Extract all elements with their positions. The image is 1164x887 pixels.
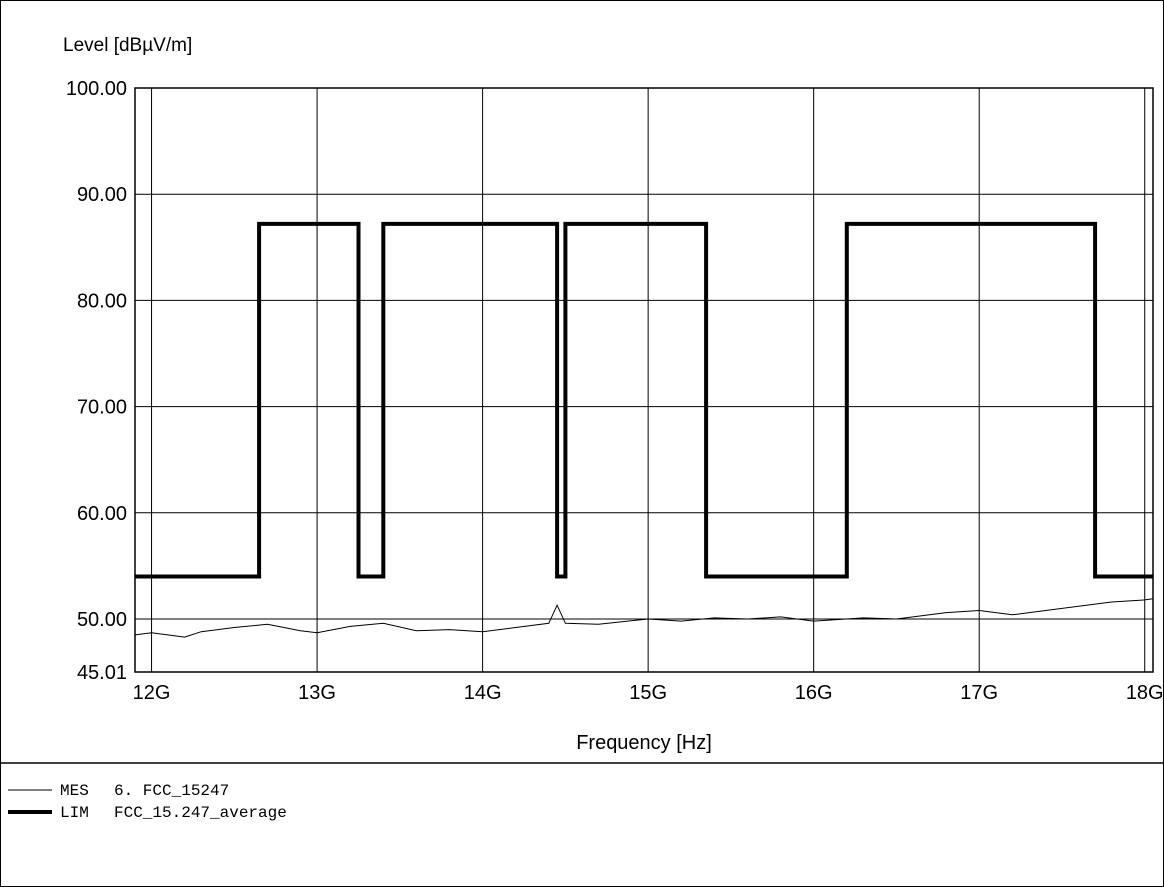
legend: MES 6. FCC_15247 LIM FCC_15.247_average [8, 782, 287, 822]
y-tick-label: 60.00 [77, 503, 127, 525]
x-tick-label: 18G [1126, 682, 1164, 704]
x-tick-label: 16G [795, 682, 833, 704]
legend-tag-lim: LIM [60, 804, 89, 822]
x-tick-label: 14G [464, 682, 502, 704]
y-tick-label: 70.00 [77, 397, 127, 419]
y-tick-label: 50.00 [77, 609, 127, 631]
y-tick-label: 100.00 [66, 78, 127, 100]
legend-tag-mes: MES [60, 782, 89, 800]
series-line-mes [134, 598, 1154, 638]
series-line-lim [135, 221, 1153, 579]
grid [135, 88, 1153, 672]
y-tick-label: 45.01 [77, 662, 127, 684]
plot-area-border [134, 87, 1154, 673]
y-tick-label: 90.00 [77, 184, 127, 206]
legend-label-mes: 6. FCC_15247 [114, 782, 229, 800]
y-tick-labels: 100.00 90.00 80.00 70.00 60.00 50.00 45.01 [66, 78, 127, 684]
legend-label-lim: FCC_15.247_average [114, 804, 287, 822]
x-tick-label: 17G [960, 682, 998, 704]
x-tick-label: 15G [629, 682, 667, 704]
x-axis-label: Frequency [Hz] [576, 732, 712, 754]
y-axis-label: Level [dBµV/m] [63, 35, 192, 56]
y-tick-label: 80.00 [77, 290, 127, 312]
x-tick-label: 12G [133, 682, 171, 704]
x-tick-labels: 12G 13G 14G 15G 16G 17G 18G [133, 682, 1164, 704]
series-layer [134, 221, 1154, 638]
x-tick-label: 13G [298, 682, 336, 704]
